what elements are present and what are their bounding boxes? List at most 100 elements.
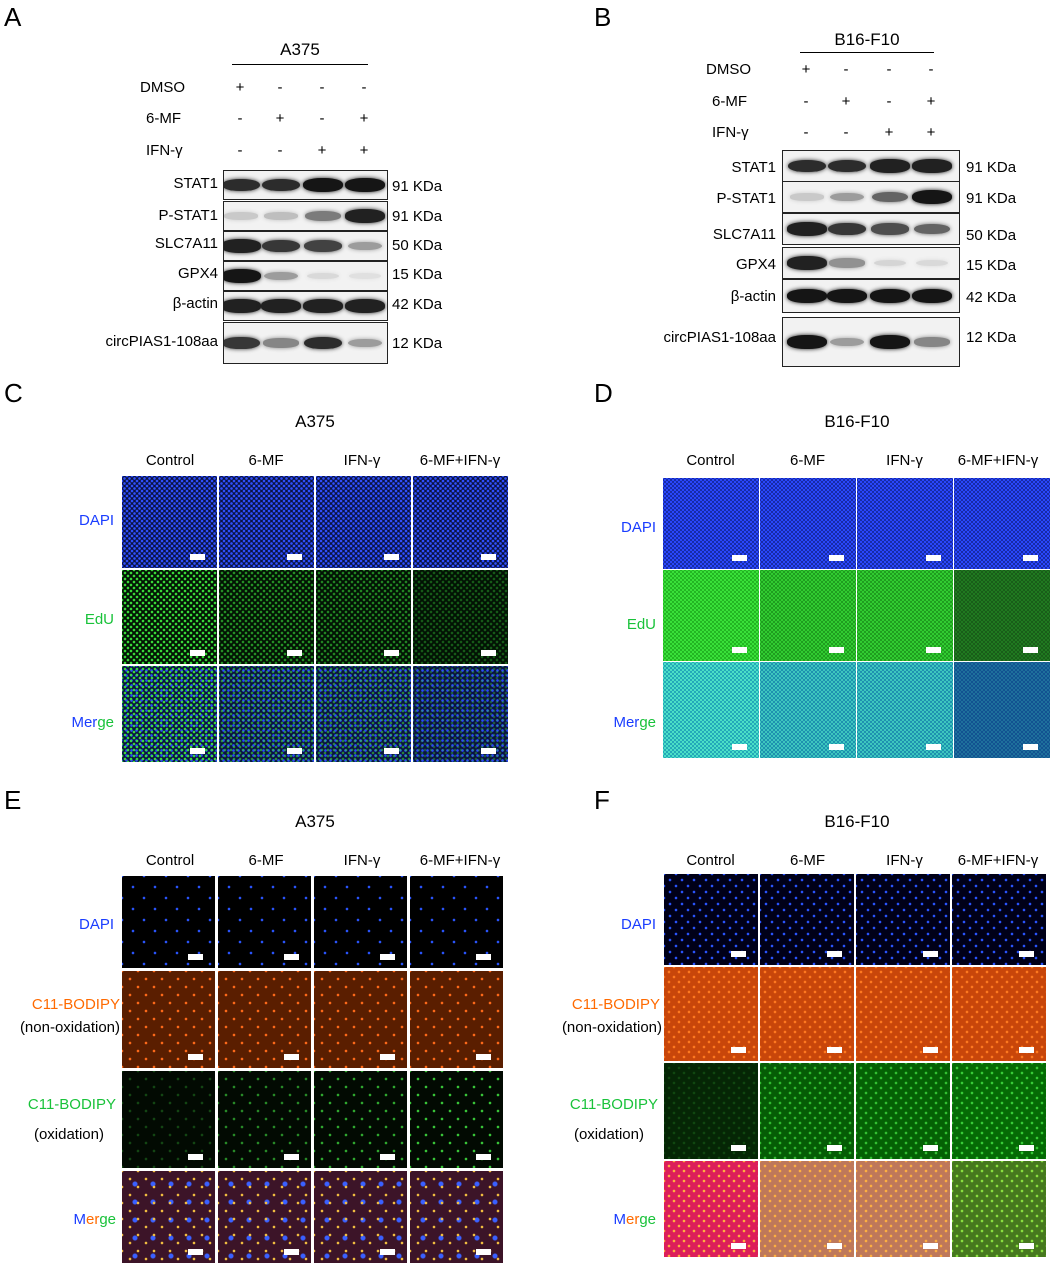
a-band-p-stat1-lane3: [305, 211, 341, 221]
a-band-slc7a11-lane1: [224, 239, 261, 253]
treatment-label-dmso: DMSO: [140, 79, 185, 96]
panel-letter-b: B: [594, 2, 612, 32]
scale-bar: [1019, 951, 1034, 957]
a-band-slc7a11-lane4: [347, 241, 383, 251]
scale-bar: [732, 744, 747, 750]
scale-bar: [481, 650, 496, 656]
scale-bar: [190, 650, 205, 656]
scale-bar: [380, 1154, 395, 1160]
c-tile-dapi-3: [316, 476, 411, 568]
a-band-p-stat1-lane2: [264, 212, 298, 220]
scale-bar: [284, 954, 299, 960]
a-sign-r2-c1: -: [277, 142, 283, 159]
col-label-control-c: Control: [145, 452, 195, 469]
scale-bar: [827, 951, 842, 957]
row-label-ox-sub-e: (oxidation): [33, 1126, 104, 1143]
size-label-stat1-b: 91 KDa: [966, 159, 1017, 176]
row-label-nonox-sub-f: (non-oxidation): [561, 1019, 662, 1036]
scale-bar: [384, 748, 399, 754]
e-tile-merge-3: [314, 1171, 407, 1263]
row-label-merge-d: Merge: [613, 714, 656, 731]
b-band-p-stat1-lane1: [790, 193, 824, 201]
c-tile-merge-2: [219, 666, 314, 762]
size-label-circpias1: 12 KDa: [392, 335, 443, 352]
scale-bar: [1019, 1047, 1034, 1053]
protein-label-circpias1: circPIAS1-108aa: [105, 333, 218, 350]
a-sign-r1-c0: -: [237, 110, 243, 127]
row-label-merge-c: Merge: [71, 714, 114, 731]
size-label-slc7a11: 50 KDa: [392, 237, 443, 254]
protein-label-gpx4-b: GPX4: [735, 256, 776, 273]
col-label-6mf-e: 6-MF: [248, 852, 284, 869]
col-label-ifn-d: IFN-γ: [886, 452, 923, 469]
scale-bar: [923, 1243, 938, 1249]
b-sign-r2-c3: +: [926, 124, 936, 141]
e-tile-ox-2: [218, 1071, 311, 1168]
scale-bar: [476, 1249, 491, 1255]
a-band-circpias1-lane2: [263, 338, 299, 348]
scale-bar: [190, 554, 205, 560]
d-tile-merge-1: [663, 662, 759, 758]
scale-bar: [287, 554, 302, 560]
b-band-circpias1-lane2: [829, 337, 865, 347]
a-band-circpias1-lane3: [303, 336, 343, 350]
col-label-combo-c: 6-MF+IFN-γ: [419, 452, 501, 469]
c-tile-dapi-1: [122, 476, 217, 568]
col-label-ifn-e: IFN-γ: [343, 852, 381, 869]
b-sign-r1-c1: +: [841, 93, 851, 110]
row-label-nonox-e: C11-BODIPY: [31, 996, 120, 1013]
scale-bar: [476, 954, 491, 960]
col-label-control-e: Control: [145, 852, 195, 869]
b-band-stat1-lane1: [787, 159, 827, 173]
scale-bar: [188, 1249, 203, 1255]
scale-bar: [926, 555, 941, 561]
d-tile-dapi-4: [954, 478, 1050, 569]
scale-bar: [1023, 647, 1038, 653]
treatment-label-ifn-b: IFN-γ: [712, 124, 749, 141]
scale-bar: [481, 748, 496, 754]
scale-bar: [923, 1145, 938, 1151]
f-tile-dapi-1: [664, 874, 758, 965]
b-sign-r1-c3: +: [926, 93, 936, 110]
scale-bar: [287, 650, 302, 656]
f-tile-ox-2: [760, 1063, 854, 1159]
col-label-6mf-f: 6-MF: [790, 852, 825, 869]
scale-bar: [380, 1054, 395, 1060]
c-tile-edu-3: [316, 570, 411, 664]
b-blot-gpx4: [782, 247, 960, 279]
a-band-slc7a11-lane2: [261, 239, 301, 253]
a-blot-gpx4: [223, 261, 388, 291]
a-band-stat1-lane2: [261, 178, 301, 192]
panel-letter-a: A: [4, 2, 22, 32]
treatment-label-dmso-b: DMSO: [706, 61, 751, 78]
scale-bar: [188, 1154, 203, 1160]
row-label-edu-c: EdU: [84, 611, 114, 628]
a-band-slc7a11-lane3: [304, 240, 342, 252]
e-tile-dapi-3: [314, 876, 407, 968]
a-sign-r1-c2: -: [319, 110, 325, 127]
scale-bar: [188, 1054, 203, 1060]
col-label-ifn-c: IFN-γ: [343, 452, 381, 469]
protein-label-slc7a11-b: SLC7A11: [712, 226, 776, 243]
a-sign-r2-c0: -: [237, 142, 243, 159]
protein-label-gpx4: GPX4: [177, 265, 218, 282]
b-blot-slc7a11: [782, 213, 960, 245]
e-tile-nonox-3: [314, 971, 407, 1068]
b-blot-stat1: [782, 150, 960, 182]
e-tile-dapi-1: [122, 876, 215, 968]
d-tile-edu-4: [954, 570, 1050, 661]
b-band-circpias1-lane1: [787, 335, 827, 349]
scale-bar: [476, 1154, 491, 1160]
protein-label-beta-actin: β-actin: [172, 295, 218, 312]
panel-letter-c: C: [4, 378, 23, 408]
scale-bar: [923, 1047, 938, 1053]
f-tile-dapi-3: [856, 874, 950, 965]
e-tile-merge-1: [122, 1171, 215, 1263]
c-tile-edu-4: [413, 570, 508, 664]
b-band-slc7a11-lane2: [827, 222, 867, 236]
b-band-gpx4-lane3: [873, 259, 907, 267]
b-band-stat1-lane2: [827, 159, 867, 173]
row-label-merge-e: Merge: [73, 1211, 116, 1228]
a-sign-r0-c3: -: [361, 79, 367, 96]
protein-label-p-stat1: P-STAT1: [158, 207, 218, 224]
